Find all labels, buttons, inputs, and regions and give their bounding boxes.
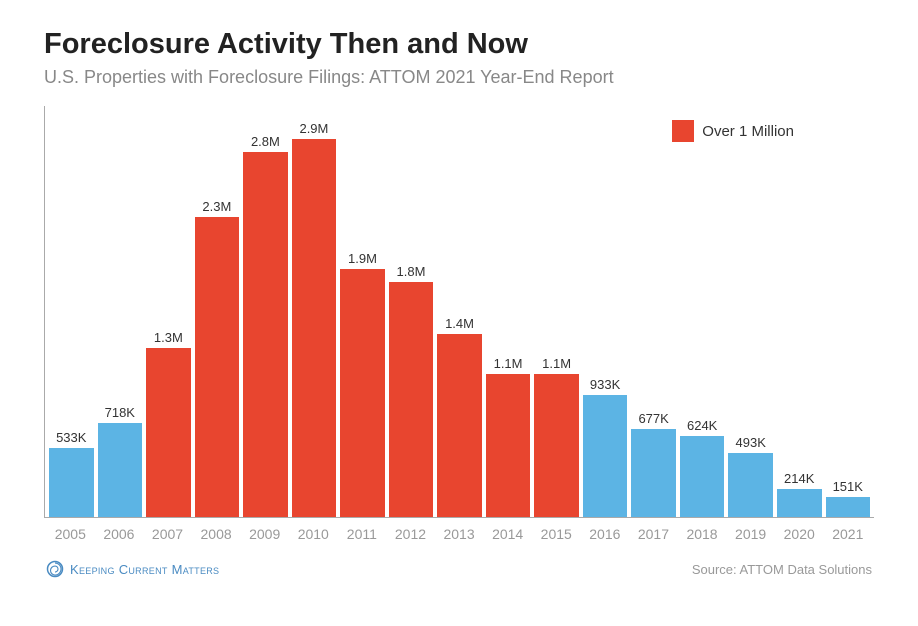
bar-column: 1.8M <box>389 106 434 517</box>
x-axis-tick: 2017 <box>631 520 676 546</box>
x-axis-tick: 2005 <box>48 520 93 546</box>
x-axis-tick: 2013 <box>437 520 482 546</box>
bar-column: 933K <box>583 106 628 517</box>
bar <box>826 497 871 517</box>
bar-value-label: 1.4M <box>445 316 474 331</box>
source-attribution: Source: ATTOM Data Solutions <box>692 562 872 577</box>
x-axis-tick: 2011 <box>340 520 385 546</box>
bar-column: 1.1M <box>486 106 531 517</box>
x-axis: 2005200620072008200920102011201220132014… <box>44 520 874 546</box>
bar <box>292 139 337 517</box>
bar-column: 2.8M <box>243 106 288 517</box>
bar-value-label: 2.3M <box>202 199 231 214</box>
bar-column: 214K <box>777 106 822 517</box>
bar-column: 1.3M <box>146 106 191 517</box>
bar <box>631 429 676 517</box>
bar <box>777 489 822 517</box>
bar <box>583 395 628 517</box>
bar-column: 533K <box>49 106 94 517</box>
bar-value-label: 214K <box>784 471 814 486</box>
chart-subtitle: U.S. Properties with Foreclosure Filings… <box>44 67 874 88</box>
bar <box>437 334 482 517</box>
bar <box>728 453 773 517</box>
bar-value-label: 2.9M <box>299 121 328 136</box>
bar <box>146 348 191 518</box>
bar-value-label: 718K <box>105 405 135 420</box>
bar-column: 151K <box>826 106 871 517</box>
bar-value-label: 1.8M <box>397 264 426 279</box>
bar-value-label: 624K <box>687 418 717 433</box>
bar-value-label: 1.1M <box>494 356 523 371</box>
bar <box>98 423 143 517</box>
bar-column: 1.4M <box>437 106 482 517</box>
bar-column: 677K <box>631 106 676 517</box>
bar-column: 2.9M <box>292 106 337 517</box>
bar <box>534 374 579 517</box>
bar <box>486 374 531 517</box>
bar-value-label: 1.1M <box>542 356 571 371</box>
x-axis-tick: 2010 <box>291 520 336 546</box>
x-axis-tick: 2019 <box>728 520 773 546</box>
x-axis-tick: 2012 <box>388 520 433 546</box>
bar-value-label: 933K <box>590 377 620 392</box>
x-axis-tick: 2009 <box>242 520 287 546</box>
bar <box>680 436 725 517</box>
x-axis-tick: 2006 <box>97 520 142 546</box>
bar-value-label: 2.8M <box>251 134 280 149</box>
footer: Keeping Current Matters Source: ATTOM Da… <box>44 560 874 578</box>
x-axis-tick: 2008 <box>194 520 239 546</box>
bar-column: 1.9M <box>340 106 385 517</box>
x-axis-tick: 2007 <box>145 520 190 546</box>
x-axis-tick: 2020 <box>777 520 822 546</box>
bar <box>243 152 288 517</box>
x-axis-tick: 2016 <box>583 520 628 546</box>
bar <box>389 282 434 517</box>
chart-title: Foreclosure Activity Then and Now <box>44 28 874 61</box>
brand: Keeping Current Matters <box>46 560 219 578</box>
bar-column: 624K <box>680 106 725 517</box>
bar-value-label: 151K <box>833 479 863 494</box>
bar-value-label: 1.9M <box>348 251 377 266</box>
bar <box>49 448 94 517</box>
x-axis-tick: 2014 <box>485 520 530 546</box>
x-axis-tick: 2015 <box>534 520 579 546</box>
x-axis-tick: 2021 <box>826 520 871 546</box>
bar <box>195 217 240 517</box>
bars-container: 533K 718K 1.3M 2.3M 2.8M 2.9M 1.9M 1.8M 1.4M 1.1M… <box>44 106 874 518</box>
x-axis-tick: 2018 <box>680 520 725 546</box>
bar-column: 2.3M <box>195 106 240 517</box>
brand-text: Keeping Current Matters <box>70 562 219 577</box>
bar-value-label: 533K <box>56 430 86 445</box>
bar-column: 718K <box>98 106 143 517</box>
chart-area: Over 1 Million 533K718K1.3M2.3M2.8M2.9M1… <box>44 106 874 546</box>
spiral-icon <box>46 560 64 578</box>
bar-value-label: 1.3M <box>154 330 183 345</box>
bar <box>340 269 385 517</box>
bar-column: 493K <box>728 106 773 517</box>
bar-value-label: 677K <box>638 411 668 426</box>
bar-column: 1.1M <box>534 106 579 517</box>
bar-value-label: 493K <box>736 435 766 450</box>
